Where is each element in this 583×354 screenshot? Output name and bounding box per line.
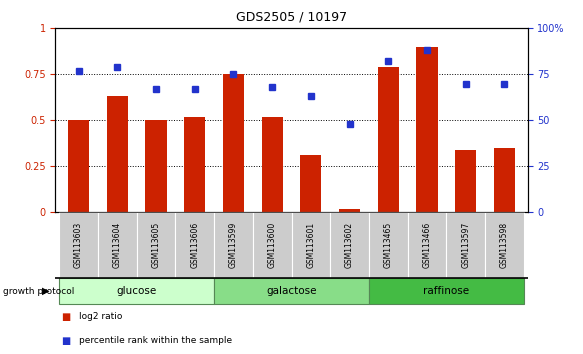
- Bar: [59, 278, 214, 304]
- Text: growth protocol: growth protocol: [3, 287, 74, 296]
- Text: GSM113600: GSM113600: [268, 222, 277, 268]
- Text: GSM113598: GSM113598: [500, 222, 509, 268]
- Text: GSM113601: GSM113601: [306, 222, 315, 268]
- Bar: [447, 212, 485, 278]
- Bar: [485, 212, 524, 278]
- Bar: [369, 278, 524, 304]
- Bar: [339, 209, 360, 212]
- Bar: [292, 212, 330, 278]
- Text: log2 ratio: log2 ratio: [79, 312, 122, 320]
- Bar: [145, 120, 167, 212]
- Bar: [408, 212, 447, 278]
- Bar: [416, 47, 438, 212]
- Text: GSM113605: GSM113605: [152, 222, 160, 268]
- Text: GSM113603: GSM113603: [74, 222, 83, 268]
- Text: GSM113599: GSM113599: [229, 222, 238, 268]
- Bar: [330, 212, 369, 278]
- Bar: [300, 155, 321, 212]
- Text: GSM113602: GSM113602: [345, 222, 354, 268]
- Bar: [184, 117, 205, 212]
- Text: ▶: ▶: [42, 286, 50, 296]
- Bar: [59, 212, 98, 278]
- Bar: [378, 67, 399, 212]
- Bar: [455, 150, 476, 212]
- Bar: [68, 120, 89, 212]
- Text: ■: ■: [61, 312, 71, 321]
- Text: galactose: galactose: [266, 286, 317, 296]
- Bar: [369, 212, 408, 278]
- Text: raffinose: raffinose: [423, 286, 469, 296]
- Bar: [107, 96, 128, 212]
- Bar: [98, 212, 136, 278]
- Text: GSM113465: GSM113465: [384, 222, 393, 268]
- Bar: [136, 212, 175, 278]
- Text: ■: ■: [61, 336, 71, 346]
- Bar: [494, 148, 515, 212]
- Text: GSM113597: GSM113597: [461, 222, 470, 268]
- Text: percentile rank within the sample: percentile rank within the sample: [79, 336, 232, 345]
- Text: GDS2505 / 10197: GDS2505 / 10197: [236, 11, 347, 24]
- Bar: [175, 212, 214, 278]
- Text: GSM113466: GSM113466: [423, 222, 431, 268]
- Text: GSM113606: GSM113606: [190, 222, 199, 268]
- Text: GSM113604: GSM113604: [113, 222, 122, 268]
- Bar: [253, 212, 292, 278]
- Bar: [223, 74, 244, 212]
- Bar: [262, 117, 283, 212]
- Bar: [214, 278, 369, 304]
- Bar: [214, 212, 253, 278]
- Text: glucose: glucose: [117, 286, 157, 296]
